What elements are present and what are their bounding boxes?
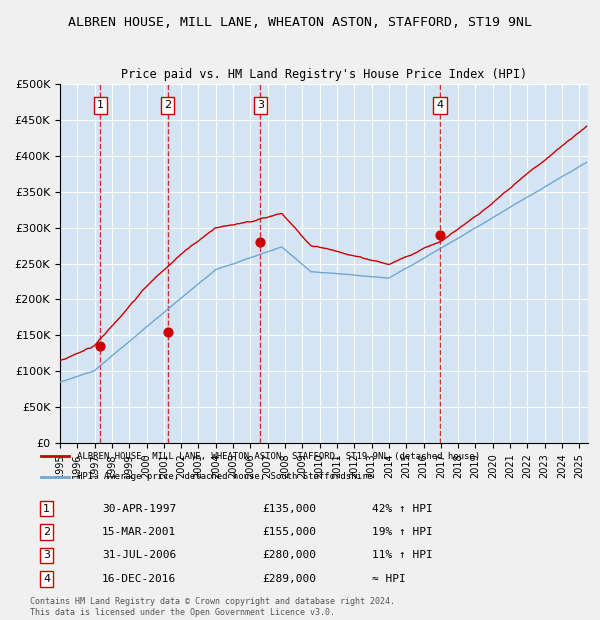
Bar [100,84,167,443]
Text: ≈ HPI: ≈ HPI [372,574,406,584]
Text: £289,000: £289,000 [262,574,316,584]
Text: 4: 4 [437,100,444,110]
Text: 4: 4 [43,574,50,584]
Text: 31-JUL-2006: 31-JUL-2006 [102,551,176,560]
Text: £155,000: £155,000 [262,527,316,537]
Text: 15-MAR-2001: 15-MAR-2001 [102,527,176,537]
Text: ALBREN HOUSE, MILL LANE, WHEATON ASTON, STAFFORD, ST19 9NL: ALBREN HOUSE, MILL LANE, WHEATON ASTON, … [68,16,532,29]
Text: 1: 1 [97,100,104,110]
Text: 2: 2 [43,527,50,537]
Text: £280,000: £280,000 [262,551,316,560]
Text: HPI: Average price, detached house, South Staffordshire: HPI: Average price, detached house, Sout… [77,472,373,481]
Text: 11% ↑ HPI: 11% ↑ HPI [372,551,433,560]
Point [256,237,265,247]
Text: 3: 3 [257,100,264,110]
Text: 3: 3 [43,551,50,560]
Text: Contains HM Land Registry data © Crown copyright and database right 2024.
This d: Contains HM Land Registry data © Crown c… [30,598,395,617]
Text: ALBREN HOUSE, MILL LANE, WHEATON ASTON, STAFFORD, ST19 9NL (detached house): ALBREN HOUSE, MILL LANE, WHEATON ASTON, … [77,452,480,461]
Point [436,231,445,241]
Point [163,327,172,337]
Text: 1: 1 [43,503,50,513]
Point [95,341,105,351]
Text: 16-DEC-2016: 16-DEC-2016 [102,574,176,584]
Bar [60,84,100,443]
Bar [167,84,260,443]
Text: 2: 2 [164,100,171,110]
Title: Price paid vs. HM Land Registry's House Price Index (HPI): Price paid vs. HM Land Registry's House … [121,68,527,81]
Text: 30-APR-1997: 30-APR-1997 [102,503,176,513]
Bar [260,84,440,443]
Text: £135,000: £135,000 [262,503,316,513]
Text: 42% ↑ HPI: 42% ↑ HPI [372,503,433,513]
Bar [440,84,588,443]
Text: 19% ↑ HPI: 19% ↑ HPI [372,527,433,537]
